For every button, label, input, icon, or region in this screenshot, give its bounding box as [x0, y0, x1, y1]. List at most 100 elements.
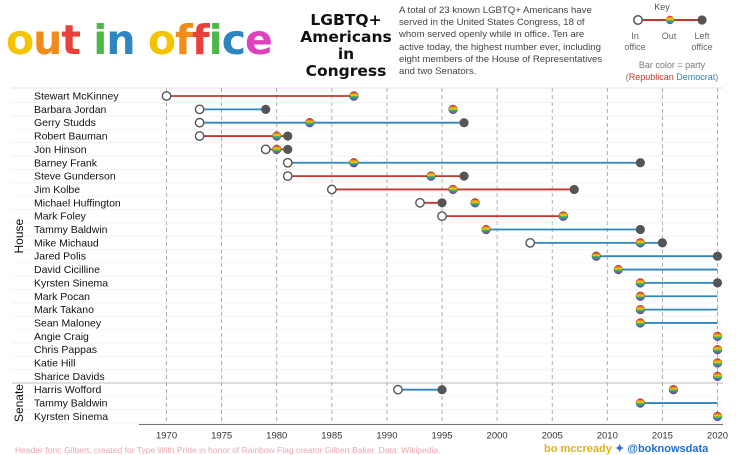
logo-letter: e — [245, 16, 273, 64]
came-out-marker — [448, 184, 458, 195]
key-out-marker — [665, 15, 675, 25]
key-party-note: Bar color = party — [638, 60, 706, 70]
came-out-marker — [305, 118, 315, 128]
came-out-marker — [712, 371, 723, 381]
came-out-marker — [558, 211, 568, 221]
member-name: Jim Kolbe — [34, 184, 80, 196]
x-tick-label: 1985 — [321, 430, 342, 441]
logo-wordmark: out in office — [6, 20, 273, 61]
member-name: Angie Craig — [34, 331, 89, 343]
member-name: Robert Bauman — [34, 131, 108, 143]
left-office-marker — [283, 144, 293, 154]
entered-office-marker — [393, 384, 403, 395]
twitter-handle: @boknowsdata — [627, 443, 709, 455]
member-name: Barbara Jordan — [34, 104, 107, 116]
member-name: Kyrsten Sinema — [34, 411, 108, 423]
member-name: Michael Huffington — [34, 197, 121, 209]
author-name: bo mccready — [544, 443, 612, 455]
key-out-label: Out — [661, 31, 677, 41]
entered-office-marker — [260, 144, 271, 155]
legend-republican: Republican — [628, 72, 674, 82]
logo-letter: o — [6, 16, 34, 64]
member-name: Tammy Baldwin — [34, 398, 108, 410]
x-tick-label: 2015 — [652, 430, 673, 441]
member-name: Stewart McKinney — [34, 91, 119, 103]
member-name: Mark Takano — [34, 304, 94, 316]
left-office-marker — [569, 184, 579, 195]
member-name: Jared Polis — [34, 251, 86, 263]
logo-letter: f — [174, 16, 193, 64]
description: A total of 23 known LGBTQ+ Americans hav… — [399, 5, 603, 78]
came-out-marker — [635, 238, 645, 248]
came-out-marker — [448, 104, 458, 114]
came-out-marker — [613, 264, 623, 275]
logo-letter: n — [106, 16, 135, 64]
logo-letter: t — [61, 16, 81, 64]
came-out-marker — [470, 198, 480, 208]
member-name: Harris Wofford — [34, 384, 101, 396]
came-out-marker — [426, 171, 436, 181]
member-name: Mike Michaud — [34, 237, 99, 249]
came-out-marker — [635, 291, 645, 301]
legend-democrat: Democrat — [676, 72, 716, 82]
entered-office-marker — [525, 237, 536, 248]
entered-office-marker — [326, 184, 337, 195]
entered-office-marker — [282, 157, 293, 168]
came-out-marker — [591, 251, 601, 261]
entered-office-marker — [194, 104, 205, 115]
chamber-label: House — [12, 219, 26, 254]
author-credit: bo mccready ✦ @boknowsdata — [544, 442, 708, 455]
twitter-icon: ✦ — [614, 443, 628, 455]
key-in-label: In office — [624, 31, 646, 52]
came-out-marker — [272, 131, 282, 141]
logo-letter: i — [93, 16, 107, 64]
logo-letter: i — [208, 16, 223, 64]
entered-office-marker — [194, 117, 205, 128]
entered-office-marker — [282, 171, 293, 182]
left-office-marker — [635, 224, 645, 235]
x-tick-label: 2005 — [542, 430, 563, 441]
member-name: Kyrsten Sinema — [34, 277, 108, 289]
came-out-marker — [481, 224, 491, 235]
key-in-marker — [633, 15, 643, 25]
came-out-marker — [349, 91, 359, 101]
logo-letter: c — [221, 16, 246, 64]
member-name: Mark Foley — [34, 211, 87, 223]
member-name: Katie Hill — [34, 358, 75, 370]
left-office-marker — [261, 104, 271, 114]
x-tick-label: 1975 — [211, 430, 232, 441]
left-office-marker — [712, 278, 723, 288]
left-office-marker — [635, 158, 645, 168]
logo-letter: f — [191, 16, 210, 64]
x-tick-label: 2020 — [707, 430, 728, 441]
came-out-marker — [349, 158, 359, 168]
came-out-marker — [272, 144, 282, 155]
member-name: David Cicilline — [34, 264, 100, 276]
member-name: Mark Pocan — [34, 291, 90, 303]
member-name: Sean Maloney — [34, 317, 102, 329]
logo-letter: u — [33, 16, 62, 64]
subtitle-line-1: LGBTQ+ — [310, 11, 382, 29]
member-name: Jon Hinson — [34, 144, 87, 156]
came-out-marker — [712, 411, 723, 422]
came-out-marker — [635, 318, 645, 328]
came-out-marker — [668, 385, 679, 395]
member-name: Tammy Baldwin — [34, 224, 108, 236]
member-name: Gerry Studds — [34, 117, 96, 129]
came-out-marker — [712, 331, 723, 341]
left-office-marker — [437, 198, 447, 208]
subtitle-line-2: Americans — [300, 28, 392, 46]
footer-credits: Header font: Gilbert, created for Type W… — [15, 445, 441, 455]
member-name: Sharice Davids — [34, 371, 105, 383]
key-title: Key — [654, 2, 670, 12]
x-tick-label: 1970 — [156, 430, 177, 441]
entered-office-marker — [437, 211, 447, 222]
chamber-label: Senate — [12, 384, 26, 422]
x-tick-label: 2010 — [597, 430, 618, 441]
member-name: Steve Gunderson — [34, 171, 116, 183]
left-office-marker — [712, 251, 723, 261]
chart-subtitle: LGBTQ+ Americans in Congress — [298, 12, 394, 80]
left-office-marker — [459, 171, 469, 181]
came-out-marker — [635, 305, 645, 315]
